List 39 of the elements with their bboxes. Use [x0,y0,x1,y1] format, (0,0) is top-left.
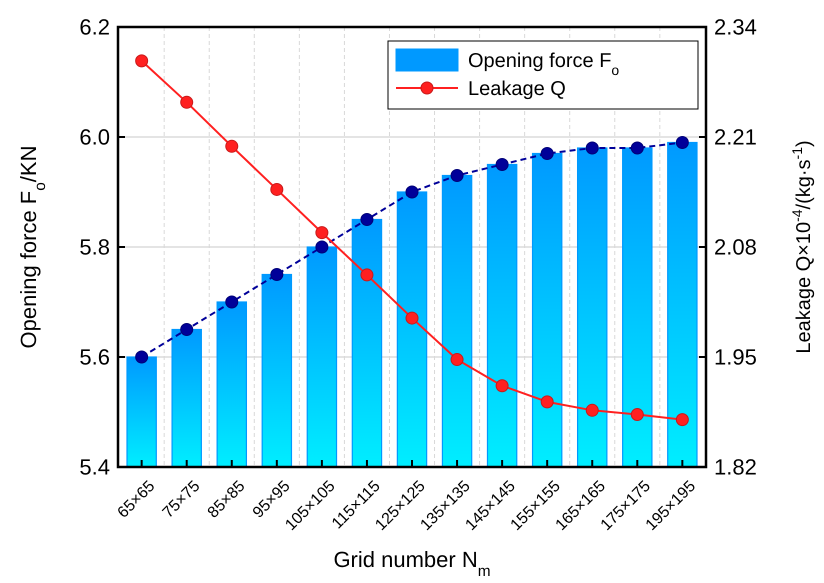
y2-tick-label: 2.21 [714,124,757,150]
point [225,296,238,308]
y2-tick-label: 1.82 [714,454,757,480]
point [135,54,148,68]
point [540,147,554,160]
x-axis-title: Grid number N$_{m}$ [333,547,491,580]
point [676,413,689,426]
y-tick-label: 6.2 [79,14,110,40]
y2-tick-label: 2.08 [714,234,757,260]
y2-tick-label: 1.95 [714,344,757,370]
point [270,268,284,281]
point [540,395,554,408]
point [496,379,509,392]
y2-tick-label: 2.34 [714,14,757,40]
y-tick-label: 5.8 [79,234,110,260]
point [630,408,644,422]
point [450,353,464,366]
point [315,226,328,240]
point [676,136,689,149]
point [270,182,284,196]
point [586,142,599,154]
point [180,323,194,336]
point [360,268,374,282]
y-tick-label: 6.0 [79,124,110,150]
point [406,186,418,198]
point [180,96,194,109]
point [630,142,644,154]
point [315,240,328,254]
legend-label: Opening force F$_{o}$ [468,50,620,78]
point [450,169,464,182]
point [496,158,509,171]
legend-label: Leakage Q [468,78,566,100]
y-tick-label: 5.6 [79,344,110,370]
y-tick-label: 5.4 [79,454,110,480]
point [586,404,599,417]
point [360,213,374,226]
point [406,312,418,325]
point [135,350,148,364]
point [225,140,238,153]
